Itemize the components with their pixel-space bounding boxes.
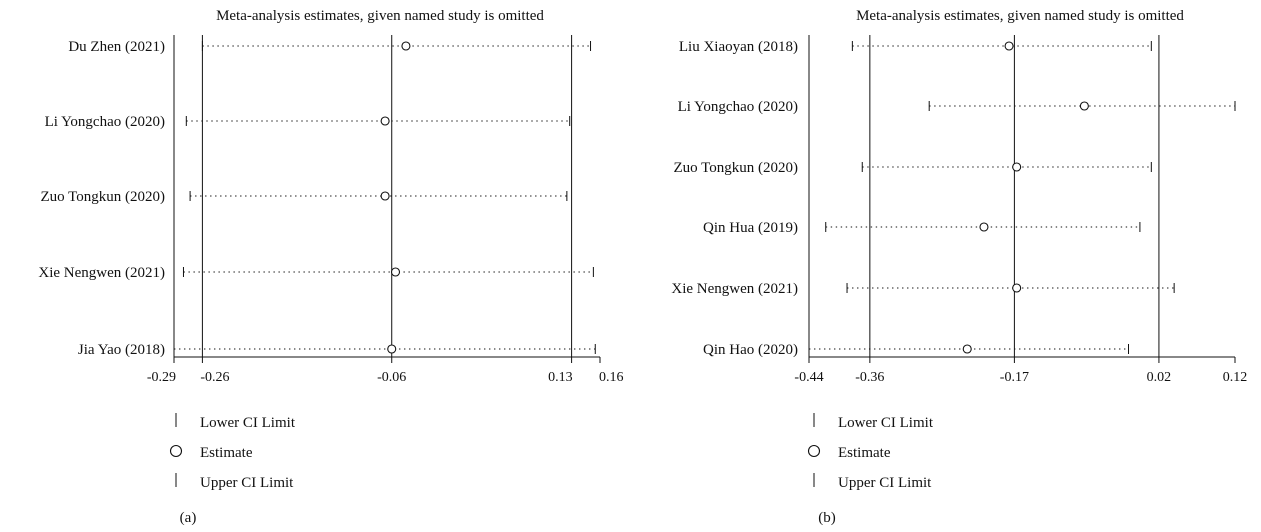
legend-label: Estimate (200, 445, 253, 461)
estimate-marker (1079, 101, 1089, 111)
estimate-marker (401, 41, 411, 51)
forest-panel-b: Meta-analysis estimates, given named stu… (671, 8, 1247, 526)
x-tick-label: -0.29 (147, 370, 176, 385)
estimate-marker (962, 344, 972, 354)
legend-label: Lower CI Limit (838, 415, 934, 431)
estimate-marker (979, 222, 989, 232)
estimate-marker (380, 116, 390, 126)
legend-estimate-icon (807, 444, 821, 458)
estimate-marker (1012, 162, 1022, 172)
estimate-marker (1012, 283, 1022, 293)
study-label: Xie Nengwen (2021) (671, 281, 798, 297)
study-row: Qin Hao (2020) (703, 342, 1129, 358)
study-label: Qin Hua (2019) (703, 220, 798, 236)
forest-panel-a: Meta-analysis estimates, given named stu… (38, 8, 623, 526)
x-tick-label: -0.26 (200, 370, 229, 385)
panel-label: (b) (818, 510, 836, 526)
legend: Lower CI Limit Estimate Upper CI Limit (807, 413, 934, 491)
x-tick-label: -0.36 (855, 370, 884, 385)
study-label: Xie Nengwen (2021) (38, 265, 165, 281)
estimate-marker (387, 344, 397, 354)
x-tick-label: -0.06 (377, 370, 406, 385)
panel-label: (a) (180, 510, 197, 526)
study-row: Jia Yao (2018) (78, 342, 596, 358)
study-row: Liu Xiaoyan (2018) (679, 39, 1152, 55)
study-label: Li Yongchao (2020) (45, 114, 165, 130)
study-label: Liu Xiaoyan (2018) (679, 39, 798, 55)
legend: Lower CI Limit Estimate Upper CI Limit (169, 413, 296, 491)
study-row: Zuo Tongkun (2020) (41, 189, 568, 205)
legend-label: Upper CI Limit (200, 475, 294, 491)
study-label: Zuo Tongkun (2020) (674, 160, 799, 176)
study-label: Jia Yao (2018) (78, 342, 165, 358)
x-tick-label: -0.44 (794, 370, 823, 385)
study-row: Qin Hua (2019) (703, 220, 1141, 236)
x-tick-label: 0.16 (599, 370, 624, 385)
study-label: Zuo Tongkun (2020) (41, 189, 166, 205)
study-row: Li Yongchao (2020) (45, 114, 571, 130)
study-row: Xie Nengwen (2021) (38, 265, 594, 281)
study-row: Du Zhen (2021) (68, 39, 592, 55)
estimate-marker (380, 191, 390, 201)
study-label: Qin Hao (2020) (703, 342, 798, 358)
study-label: Du Zhen (2021) (68, 39, 165, 55)
legend-label: Lower CI Limit (200, 415, 296, 431)
chart-title: Meta-analysis estimates, given named stu… (856, 8, 1184, 24)
study-row: Li Yongchao (2020) (678, 99, 1236, 115)
study-label: Li Yongchao (2020) (678, 99, 798, 115)
chart-title: Meta-analysis estimates, given named stu… (216, 8, 544, 24)
estimate-marker (390, 267, 401, 277)
estimate-marker (1004, 41, 1014, 51)
x-tick-label: 0.02 (1147, 370, 1172, 385)
legend-label: Upper CI Limit (838, 475, 932, 491)
study-row: Zuo Tongkun (2020) (674, 160, 1152, 176)
x-tick-label: 0.12 (1223, 370, 1248, 385)
legend-estimate-icon (169, 444, 183, 458)
x-tick-label: -0.17 (1000, 370, 1029, 385)
legend-label: Estimate (838, 445, 891, 461)
study-row: Xie Nengwen (2021) (671, 281, 1175, 297)
x-tick-label: 0.13 (548, 370, 573, 385)
